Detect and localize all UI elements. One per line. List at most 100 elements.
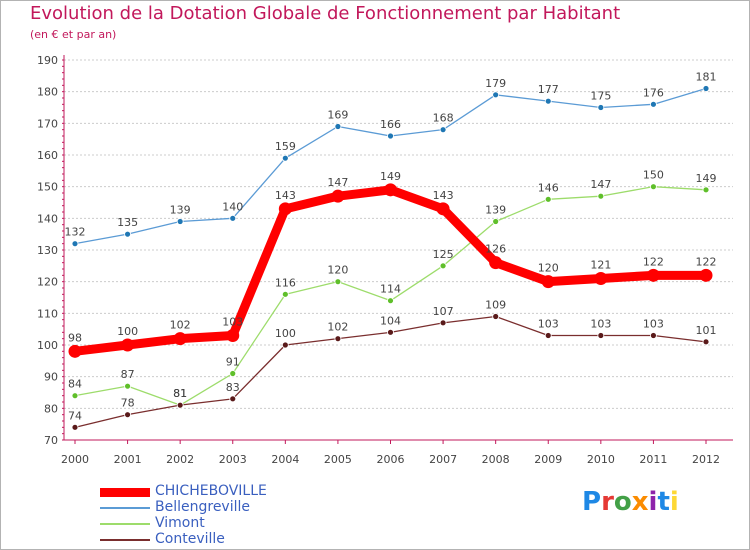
data-point <box>334 278 342 286</box>
data-label: 101 <box>696 324 717 337</box>
legend-label: Conteville <box>155 531 225 547</box>
data-label: 135 <box>117 216 138 229</box>
data-point <box>702 338 710 346</box>
data-point <box>71 392 79 400</box>
data-point <box>387 328 394 336</box>
data-point <box>597 192 605 200</box>
data-point <box>702 186 710 194</box>
y-tick-label: 160 <box>37 149 58 162</box>
x-tick-label: 2011 <box>639 453 667 466</box>
data-point <box>71 240 79 248</box>
proxiti-logo: Proxiti <box>582 487 679 517</box>
y-tick-label: 150 <box>37 181 58 194</box>
data-point <box>173 332 187 346</box>
data-point <box>541 275 555 289</box>
data-point <box>229 214 237 222</box>
data-point <box>699 268 713 282</box>
data-label: 103 <box>538 318 559 331</box>
y-tick-label: 80 <box>44 402 58 415</box>
legend-swatch <box>100 487 150 497</box>
data-point <box>436 202 450 216</box>
logo-letter: t <box>657 487 670 517</box>
data-label: 84 <box>68 378 82 391</box>
data-label: 87 <box>121 368 135 381</box>
y-tick-label: 170 <box>37 117 58 130</box>
data-label: 114 <box>380 283 401 296</box>
data-point <box>544 97 552 105</box>
x-tick-label: 2009 <box>534 453 562 466</box>
x-tick-label: 2000 <box>61 453 89 466</box>
data-point <box>650 183 657 191</box>
y-tick-label: 130 <box>37 244 58 257</box>
data-point <box>650 100 657 108</box>
legend-swatch <box>100 539 150 541</box>
legend-label: CHICHEBOVILLE <box>155 483 267 499</box>
data-label: 104 <box>380 314 401 327</box>
logo-letter: r <box>601 487 614 517</box>
data-point <box>489 256 503 270</box>
chart-subtitle: (en € et par an) <box>30 28 117 41</box>
x-tick-label: 2003 <box>219 453 247 466</box>
y-tick-label: 120 <box>37 276 58 289</box>
data-label: 125 <box>433 248 454 261</box>
data-label: 81 <box>173 387 187 400</box>
data-label: 121 <box>590 259 611 272</box>
data-point <box>439 319 447 327</box>
y-tick-label: 100 <box>37 339 58 352</box>
x-tick-label: 2012 <box>692 453 720 466</box>
y-tick-label: 190 <box>37 54 58 67</box>
data-label: 179 <box>485 77 506 90</box>
data-label: 120 <box>538 262 559 275</box>
y-tick-label: 70 <box>44 434 58 447</box>
data-point <box>492 218 500 225</box>
data-label: 81 <box>173 387 187 400</box>
data-label: 122 <box>696 255 717 268</box>
legend-swatch <box>100 523 150 525</box>
data-label: 143 <box>433 189 454 202</box>
data-label: 159 <box>275 140 296 153</box>
y-tick-label: 140 <box>37 212 58 225</box>
data-point <box>176 401 184 409</box>
logo-letter: o <box>613 487 632 517</box>
data-point <box>229 370 237 377</box>
data-label: 83 <box>226 381 240 394</box>
data-label: 109 <box>485 299 506 312</box>
data-point <box>439 126 447 134</box>
data-label: 143 <box>275 189 296 202</box>
data-point <box>544 332 552 339</box>
x-tick-label: 2006 <box>377 453 405 466</box>
logo-letter: i <box>669 487 679 517</box>
x-tick-label: 2007 <box>429 453 457 466</box>
data-label: 98 <box>68 331 82 344</box>
data-label: 126 <box>485 243 506 256</box>
data-label: 139 <box>170 204 191 217</box>
data-label: 103 <box>222 316 243 329</box>
data-point <box>544 195 552 203</box>
data-label: 166 <box>380 118 401 131</box>
data-point <box>384 183 397 197</box>
x-tick-label: 2002 <box>166 453 194 466</box>
data-point <box>281 154 289 162</box>
data-label: 120 <box>327 264 348 277</box>
data-point <box>71 423 79 431</box>
data-point <box>387 297 394 305</box>
data-point <box>334 123 342 130</box>
data-label: 140 <box>222 200 243 213</box>
legend-label: Vimont <box>155 515 205 531</box>
data-label: 116 <box>275 276 296 289</box>
logo-letter: P <box>582 487 602 517</box>
data-label: 139 <box>485 204 506 217</box>
data-label: 102 <box>170 319 191 332</box>
data-point <box>646 268 660 282</box>
data-label: 91 <box>226 356 240 369</box>
data-point <box>68 344 82 358</box>
data-point <box>229 395 237 403</box>
logo-letter: x <box>631 487 649 517</box>
data-point <box>124 230 131 238</box>
y-tick-label: 90 <box>44 371 58 384</box>
x-tick-label: 2008 <box>482 453 510 466</box>
data-label: 103 <box>590 318 611 331</box>
data-point <box>492 91 500 99</box>
data-label: 107 <box>433 305 454 318</box>
